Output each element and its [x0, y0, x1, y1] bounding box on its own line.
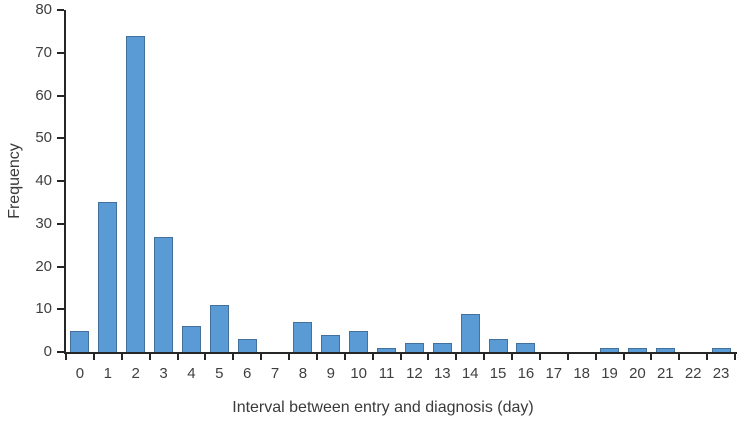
x-tick-label: 0 — [75, 365, 85, 382]
y-tick-label: 20 — [35, 257, 52, 275]
bar-day-11 — [377, 347, 397, 352]
x-tick — [148, 354, 151, 360]
y-tick — [57, 137, 64, 140]
x-tick-label: 4 — [187, 365, 196, 382]
y-tick — [57, 351, 64, 353]
bar-day-13 — [432, 343, 452, 352]
x-tick-label: 10 — [350, 365, 368, 382]
y-tick-label: 40 — [35, 172, 52, 189]
bar-day-12 — [404, 343, 424, 352]
bar-day-15 — [488, 339, 508, 352]
x-tick-label: 2 — [131, 365, 140, 382]
x-tick — [455, 354, 458, 360]
x-tick-label: 17 — [545, 365, 563, 382]
y-tick — [57, 9, 64, 11]
y-tick — [57, 94, 64, 97]
x-tick — [678, 354, 681, 360]
y-tick — [57, 51, 64, 54]
x-tick — [427, 354, 430, 360]
x-tick — [65, 354, 67, 360]
bar-day-21 — [655, 347, 675, 352]
x-tick-label: 19 — [601, 365, 618, 382]
x-tick — [734, 354, 736, 360]
y-tick-label: 80 — [35, 1, 52, 18]
x-tick — [371, 354, 374, 360]
y-tick-label: 10 — [35, 300, 52, 318]
y-tick — [57, 308, 64, 311]
y-tick-label: 70 — [35, 43, 52, 61]
bar-day-19 — [600, 347, 620, 352]
x-tick — [204, 354, 207, 360]
bar-day-10 — [349, 330, 369, 352]
x-tick — [538, 354, 541, 360]
x-tick-label: 5 — [215, 365, 224, 382]
bar-day-4 — [181, 326, 201, 352]
x-tick-label: 11 — [378, 365, 395, 382]
x-tick — [511, 354, 513, 360]
y-tick-label: 50 — [35, 129, 52, 147]
x-tick-label: 22 — [684, 365, 702, 382]
bar-day-20 — [627, 347, 647, 352]
x-tick-label: 6 — [243, 365, 252, 382]
x-axis-line — [64, 352, 737, 354]
y-tick-label: 0 — [43, 343, 52, 360]
bar-day-23 — [711, 347, 731, 352]
bar-day-14 — [460, 313, 480, 352]
x-tick-label: 3 — [159, 365, 168, 382]
x-tick-label: 20 — [629, 365, 646, 382]
bar-day-1 — [98, 202, 118, 352]
bar-day-8 — [293, 322, 313, 352]
x-tick-label: 7 — [270, 365, 280, 382]
x-tick — [92, 354, 95, 360]
x-tick-label: 15 — [489, 365, 507, 382]
x-tick — [120, 354, 123, 360]
bar-day-2 — [126, 35, 146, 352]
x-tick — [622, 354, 625, 360]
x-tick-label: 14 — [461, 365, 479, 382]
x-tick — [650, 354, 653, 360]
y-axis-line — [64, 10, 66, 354]
x-tick — [483, 354, 486, 360]
x-tick-label: 13 — [433, 365, 451, 382]
x-tick-label: 18 — [573, 365, 591, 382]
x-tick — [343, 354, 346, 360]
x-tick — [260, 354, 263, 360]
bar-day-6 — [237, 339, 257, 352]
x-tick-label: 9 — [326, 365, 335, 382]
y-tick — [57, 265, 64, 268]
x-tick-label: 23 — [712, 365, 730, 382]
x-tick — [315, 354, 318, 360]
bar-day-16 — [516, 343, 536, 352]
x-tick — [706, 354, 709, 360]
x-tick — [399, 354, 402, 360]
x-tick-label: 12 — [406, 365, 423, 382]
bar-day-5 — [209, 304, 229, 352]
bar-day-9 — [321, 334, 341, 352]
y-tick — [57, 180, 64, 182]
x-tick-label: 21 — [656, 365, 674, 382]
x-tick — [232, 354, 235, 360]
x-tick — [176, 354, 179, 360]
bar-day-0 — [70, 330, 90, 352]
x-tick-label: 8 — [298, 365, 308, 382]
x-axis-title: Interval between entry and diagnosis (da… — [232, 399, 534, 416]
x-tick-label: 1 — [103, 365, 112, 382]
x-tick — [594, 354, 597, 360]
x-tick — [288, 354, 290, 360]
bar-day-3 — [154, 236, 174, 352]
x-tick-label: 16 — [517, 365, 535, 382]
y-tick-label: 60 — [35, 86, 52, 104]
x-tick — [566, 354, 569, 360]
y-tick-label: 30 — [35, 214, 52, 232]
y-tick — [57, 222, 64, 225]
